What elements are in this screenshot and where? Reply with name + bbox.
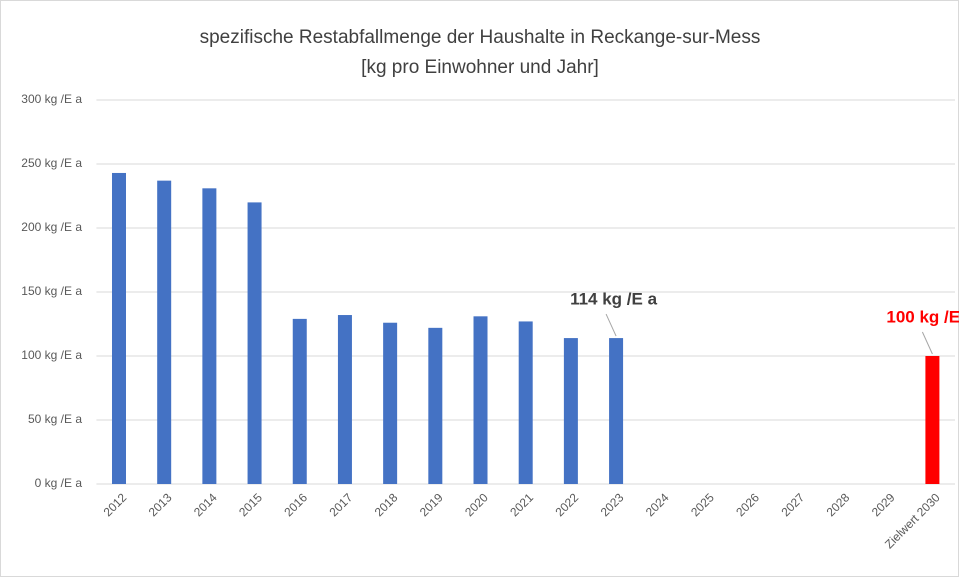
bar (337, 315, 352, 484)
y-tick-label: 100 kg /E a (21, 348, 82, 362)
bar (111, 172, 126, 484)
y-tick-label: 150 kg /E a (21, 284, 82, 298)
bar (157, 180, 172, 484)
bar (383, 322, 398, 484)
y-tick-label: 0 kg /E a (35, 476, 83, 490)
bar (563, 338, 578, 484)
y-tick-label: 250 kg /E a (21, 156, 82, 170)
bar (202, 188, 217, 484)
bar (518, 321, 533, 484)
bar (292, 318, 307, 484)
y-tick-label: 50 kg /E a (28, 412, 82, 426)
chart-subtitle: [kg pro Einwohner und Jahr] (361, 57, 599, 78)
bar (925, 356, 940, 484)
leader-line (605, 313, 617, 337)
bar (428, 327, 443, 484)
chart-title: spezifische Restabfallmenge der Haushalt… (200, 27, 761, 48)
bar (609, 338, 624, 484)
y-tick-label: 200 kg /E a (21, 220, 82, 234)
bar (247, 202, 262, 484)
data-label: 100 kg /E a (886, 307, 959, 326)
leader-line (921, 331, 933, 355)
y-tick-label: 300 kg /E a (21, 92, 82, 106)
bar (473, 316, 488, 484)
data-label: 114 kg /E a (570, 290, 657, 309)
